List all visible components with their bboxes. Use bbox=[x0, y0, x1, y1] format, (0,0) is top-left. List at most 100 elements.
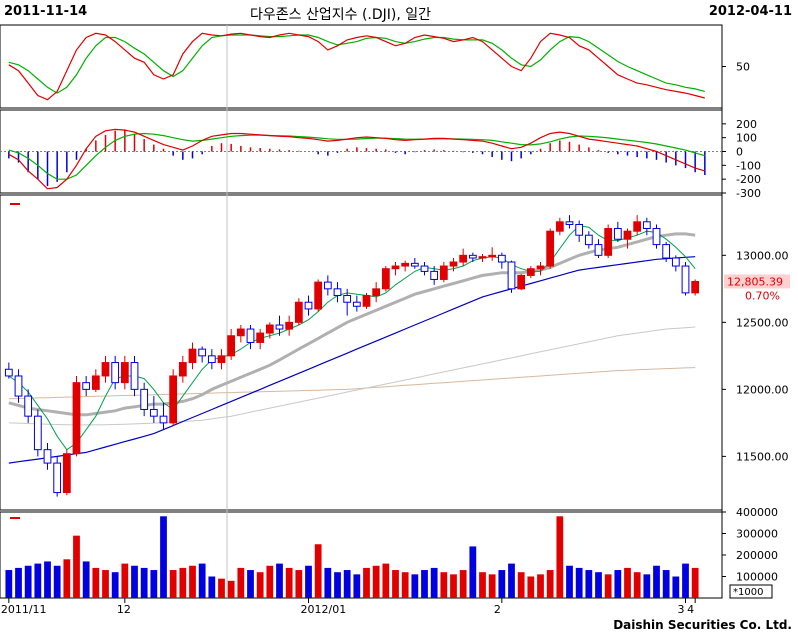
candle-body bbox=[671, 257, 680, 267]
volume-bar bbox=[121, 563, 129, 598]
volume-bar bbox=[604, 574, 612, 598]
volume-bar bbox=[450, 574, 457, 598]
candle-body bbox=[246, 328, 255, 343]
candle-body bbox=[343, 295, 352, 303]
volume-bar bbox=[566, 565, 573, 598]
volume-bar bbox=[343, 570, 351, 598]
ma-line-ma60 bbox=[8, 256, 696, 464]
volume-bar bbox=[595, 572, 602, 598]
candle-body bbox=[120, 362, 129, 384]
volume-bar bbox=[218, 578, 225, 598]
last-price-box bbox=[724, 274, 790, 289]
volume-bar bbox=[44, 561, 51, 598]
stoch-k-line bbox=[8, 32, 705, 101]
candle-body bbox=[294, 301, 303, 323]
x-tick-label-0: 2011/11 bbox=[1, 603, 47, 616]
ma-line-ma200 bbox=[8, 367, 696, 400]
candle-body bbox=[236, 328, 245, 337]
end-date: 2012-04-11 bbox=[708, 4, 792, 19]
volume-bar bbox=[140, 567, 148, 598]
volume-bar bbox=[488, 574, 496, 598]
candle-body bbox=[256, 332, 265, 343]
volume-bar bbox=[469, 546, 477, 598]
x-tick-label-3: 2 bbox=[494, 603, 501, 616]
candle-body bbox=[613, 228, 622, 240]
vol-tick-label-1: 300000 bbox=[736, 528, 778, 541]
candle-body bbox=[555, 221, 564, 232]
volume-bar bbox=[198, 563, 206, 598]
candle-body bbox=[275, 324, 284, 330]
volume-bar bbox=[440, 572, 448, 598]
candle-body bbox=[604, 228, 613, 256]
candle-body bbox=[691, 280, 700, 294]
volume-bar bbox=[430, 567, 438, 598]
candle-body bbox=[4, 368, 13, 377]
volume-bar bbox=[276, 563, 283, 598]
candle-body bbox=[265, 324, 274, 334]
volume-bar bbox=[189, 565, 196, 598]
macd-tick-label-4: -200 bbox=[736, 173, 761, 186]
volume-bar bbox=[15, 567, 22, 598]
volume-bar bbox=[459, 570, 467, 598]
candle-body bbox=[140, 388, 149, 410]
candle-body bbox=[362, 295, 371, 307]
volume-bar bbox=[53, 565, 61, 598]
volume-bar bbox=[421, 570, 428, 598]
volume-bar bbox=[24, 565, 32, 598]
macd-line bbox=[8, 128, 705, 190]
volume-bar bbox=[527, 576, 535, 598]
volume-bar bbox=[73, 535, 80, 598]
candle-body bbox=[188, 348, 197, 364]
candle-body bbox=[323, 281, 332, 290]
volume-bar bbox=[382, 563, 390, 598]
price-tick-label-3: 11500.00 bbox=[736, 450, 789, 463]
vol-tick-label-2: 200000 bbox=[736, 549, 778, 562]
price-tick-label-2: 12000.00 bbox=[736, 383, 789, 396]
volume-bar bbox=[585, 570, 593, 598]
ma-line-ma20 bbox=[8, 232, 696, 417]
volume-bar bbox=[556, 516, 564, 598]
vol-tick-label-0: 400000 bbox=[736, 506, 778, 519]
change-pct-label: 0.70% bbox=[745, 289, 780, 302]
volume-bar bbox=[227, 580, 235, 598]
candle-body bbox=[420, 265, 429, 272]
candle-body bbox=[352, 301, 361, 307]
volume-bar bbox=[614, 570, 622, 598]
x-tick-label-5: 4 bbox=[687, 603, 694, 616]
volume-bar bbox=[643, 574, 651, 598]
candle-body bbox=[633, 221, 642, 232]
volume-bar bbox=[479, 572, 486, 598]
candle-body bbox=[381, 268, 390, 290]
volume-bar bbox=[305, 565, 312, 598]
volume-marker bbox=[10, 517, 20, 519]
candle-body bbox=[111, 362, 120, 384]
volume-bar bbox=[169, 570, 177, 598]
macd-tick-label-2: 0 bbox=[736, 146, 743, 159]
candle-body bbox=[449, 261, 458, 267]
candle-body bbox=[575, 223, 584, 236]
candle-body bbox=[53, 462, 62, 494]
volume-bar bbox=[508, 563, 515, 598]
macd-tick-label-5: -300 bbox=[736, 187, 761, 200]
chart-header: 2011-11-14 다우존스 산업지수 (.DJI), 일간 2012-04-… bbox=[0, 0, 798, 24]
volume-bar bbox=[372, 565, 380, 598]
volume-bar bbox=[150, 570, 158, 598]
volume-bar bbox=[256, 572, 264, 598]
volume-bar bbox=[575, 567, 583, 598]
candle-body bbox=[410, 262, 419, 267]
volume-bar bbox=[653, 565, 660, 598]
candle-body bbox=[178, 362, 187, 377]
volume-bar bbox=[633, 572, 641, 598]
candle-body bbox=[169, 375, 178, 424]
macd-tick-label-1: 100 bbox=[736, 132, 757, 145]
candle-body bbox=[536, 265, 545, 270]
volume-bar bbox=[285, 567, 293, 598]
volume-bar bbox=[682, 563, 689, 598]
candle-body bbox=[304, 301, 313, 310]
volume-bar bbox=[131, 565, 138, 598]
volume-bar bbox=[624, 567, 631, 598]
candle-body bbox=[149, 408, 158, 417]
volume-bar bbox=[662, 570, 670, 598]
candle-body bbox=[517, 274, 526, 290]
candle-body bbox=[14, 375, 23, 397]
